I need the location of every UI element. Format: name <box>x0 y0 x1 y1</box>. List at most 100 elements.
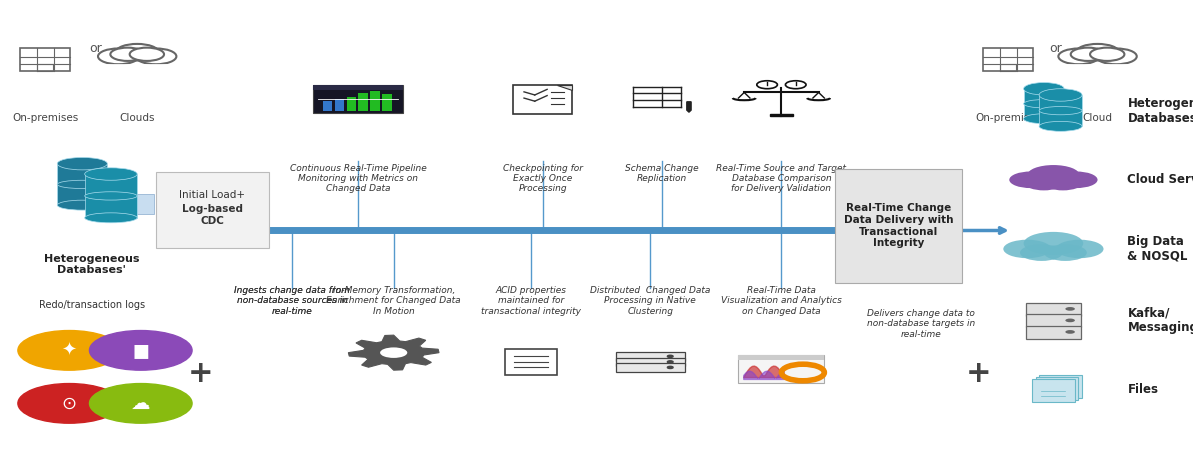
Circle shape <box>1055 171 1098 188</box>
Ellipse shape <box>1039 89 1082 101</box>
Circle shape <box>1096 48 1137 64</box>
Circle shape <box>1076 44 1119 60</box>
FancyBboxPatch shape <box>313 85 403 113</box>
Circle shape <box>1058 48 1099 64</box>
Circle shape <box>381 348 407 358</box>
Circle shape <box>111 47 144 61</box>
Circle shape <box>116 44 159 60</box>
Text: ✦: ✦ <box>62 341 76 360</box>
FancyBboxPatch shape <box>616 352 685 361</box>
FancyBboxPatch shape <box>738 355 824 360</box>
FancyBboxPatch shape <box>1026 303 1081 316</box>
FancyBboxPatch shape <box>835 169 962 283</box>
Text: ▪: ▪ <box>131 337 150 364</box>
Text: Big Data
& NOSQL: Big Data & NOSQL <box>1127 235 1188 263</box>
Circle shape <box>1065 319 1075 322</box>
Text: Cloud Services: Cloud Services <box>1127 173 1193 186</box>
FancyBboxPatch shape <box>85 174 137 218</box>
Polygon shape <box>348 335 439 370</box>
FancyBboxPatch shape <box>616 363 685 372</box>
Text: Ingests change data from
non-database sources in
real-time: Ingests change data from non-database so… <box>234 286 351 316</box>
Text: Log-based
CDC: Log-based CDC <box>181 205 243 226</box>
Circle shape <box>667 355 673 357</box>
FancyBboxPatch shape <box>1026 326 1081 339</box>
Circle shape <box>1056 240 1104 258</box>
Text: Files: Files <box>1127 383 1158 396</box>
FancyBboxPatch shape <box>382 94 391 111</box>
FancyBboxPatch shape <box>313 85 403 90</box>
Ellipse shape <box>1024 100 1064 108</box>
Text: Heterogeneous
Databases: Heterogeneous Databases <box>1127 97 1193 124</box>
FancyBboxPatch shape <box>57 164 107 205</box>
Circle shape <box>136 48 177 64</box>
Text: Initial Load+: Initial Load+ <box>179 190 246 200</box>
Circle shape <box>1065 330 1075 334</box>
Circle shape <box>98 48 138 64</box>
Ellipse shape <box>85 192 137 200</box>
FancyBboxPatch shape <box>1039 375 1082 398</box>
Ellipse shape <box>1039 121 1082 131</box>
FancyBboxPatch shape <box>505 349 557 375</box>
FancyBboxPatch shape <box>738 355 824 383</box>
FancyBboxPatch shape <box>1024 89 1064 118</box>
Text: Distributed  Changed Data
Processing in Native
Clustering: Distributed Changed Data Processing in N… <box>591 286 710 316</box>
FancyBboxPatch shape <box>769 114 793 116</box>
Text: Schema Change
Replication: Schema Change Replication <box>625 164 699 183</box>
Text: Checkpointing for
Exactly Once
Processing: Checkpointing for Exactly Once Processin… <box>502 164 583 194</box>
Text: Cloud: Cloud <box>1082 113 1113 123</box>
Text: ☁: ☁ <box>131 394 150 413</box>
FancyBboxPatch shape <box>370 91 379 111</box>
Circle shape <box>1090 47 1125 61</box>
Circle shape <box>130 47 165 61</box>
Text: On-premises: On-premises <box>975 113 1041 123</box>
Circle shape <box>1071 47 1105 61</box>
Text: ⊙: ⊙ <box>62 394 76 413</box>
Polygon shape <box>687 102 691 112</box>
Circle shape <box>89 384 192 423</box>
FancyBboxPatch shape <box>1032 379 1075 402</box>
Text: Real-Time Source and Target
Database Comparison
for Delivery Validation: Real-Time Source and Target Database Com… <box>717 164 846 194</box>
FancyBboxPatch shape <box>1061 53 1136 65</box>
Circle shape <box>89 331 192 370</box>
Text: Kafka/
Messaging: Kafka/ Messaging <box>1127 307 1193 334</box>
Circle shape <box>1044 244 1087 261</box>
Text: Real-Time Data
Visualization and Analytics
on Changed Data: Real-Time Data Visualization and Analyti… <box>721 286 842 316</box>
FancyBboxPatch shape <box>513 85 573 114</box>
Ellipse shape <box>57 158 107 170</box>
Text: Delivers change data to
non-database targets in
real-time: Delivers change data to non-database tar… <box>867 309 975 339</box>
FancyBboxPatch shape <box>358 93 367 111</box>
Circle shape <box>1009 171 1052 188</box>
Ellipse shape <box>85 213 137 223</box>
Circle shape <box>18 384 120 423</box>
Text: Real-Time Change
Data Delivery with
Transactional
Integrity: Real-Time Change Data Delivery with Tran… <box>843 203 953 248</box>
Polygon shape <box>557 85 573 90</box>
Text: +: + <box>965 359 991 388</box>
Ellipse shape <box>85 168 137 180</box>
FancyBboxPatch shape <box>334 99 345 111</box>
Ellipse shape <box>57 200 107 210</box>
Text: Heterogeneous
Databases': Heterogeneous Databases' <box>44 254 140 275</box>
Circle shape <box>1065 307 1075 311</box>
Circle shape <box>1025 176 1063 190</box>
FancyBboxPatch shape <box>322 101 332 111</box>
FancyBboxPatch shape <box>1026 314 1081 327</box>
Text: Redo/transaction logs: Redo/transaction logs <box>39 300 144 310</box>
Circle shape <box>1020 244 1063 261</box>
Ellipse shape <box>57 180 107 189</box>
Text: or: or <box>89 42 101 55</box>
FancyBboxPatch shape <box>347 97 357 111</box>
Ellipse shape <box>1024 83 1064 95</box>
FancyBboxPatch shape <box>123 194 154 214</box>
Ellipse shape <box>1039 106 1082 115</box>
Text: Clouds: Clouds <box>119 113 155 123</box>
Text: Continuous Real-Time Pipeline
Monitoring with Metrics on
Changed Data: Continuous Real-Time Pipeline Monitoring… <box>290 164 426 194</box>
Ellipse shape <box>1024 114 1064 124</box>
Circle shape <box>18 331 120 370</box>
Text: Ingests change data from
non-database sources in
real-time: Ingests change data from non-database so… <box>234 286 351 316</box>
Circle shape <box>1024 232 1083 255</box>
Circle shape <box>1027 165 1080 185</box>
Text: ACID properties
maintained for
transactional integrity: ACID properties maintained for transacti… <box>481 286 581 316</box>
FancyBboxPatch shape <box>1036 377 1078 400</box>
Text: or: or <box>1050 42 1062 55</box>
Text: +: + <box>187 359 214 388</box>
